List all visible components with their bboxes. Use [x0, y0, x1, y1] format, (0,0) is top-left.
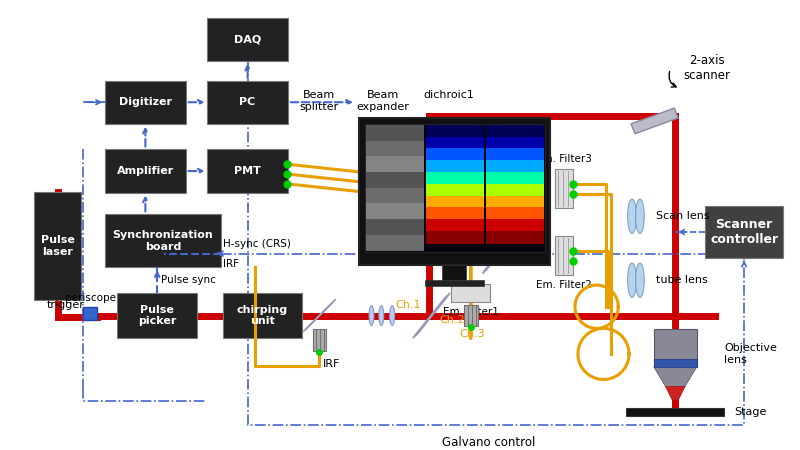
Text: Objective
lens: Objective lens: [725, 343, 778, 364]
Bar: [117, 293, 198, 338]
Text: PMT: PMT: [234, 166, 261, 176]
Ellipse shape: [379, 306, 384, 325]
Bar: [626, 408, 725, 416]
Bar: [426, 137, 483, 149]
Ellipse shape: [635, 199, 644, 234]
Text: trigger: trigger: [47, 300, 85, 310]
Bar: [464, 305, 478, 326]
Bar: [451, 284, 490, 302]
Text: Beam
splitter: Beam splitter: [300, 90, 339, 112]
Bar: [486, 207, 543, 220]
Bar: [426, 196, 483, 208]
Bar: [366, 140, 423, 156]
Text: Digitizer: Digitizer: [119, 97, 172, 107]
Bar: [366, 235, 423, 251]
Text: DAQ: DAQ: [234, 34, 262, 44]
Bar: [207, 81, 288, 124]
Bar: [486, 137, 543, 149]
Text: Stage: Stage: [734, 407, 766, 417]
Text: Amplifier: Amplifier: [117, 166, 174, 176]
Text: PC: PC: [239, 97, 256, 107]
Text: Galvano control: Galvano control: [442, 436, 535, 449]
Polygon shape: [654, 367, 697, 387]
Bar: [105, 214, 221, 267]
Bar: [555, 169, 573, 208]
Bar: [366, 203, 423, 219]
Bar: [486, 148, 543, 161]
Text: Pulse
laser: Pulse laser: [41, 235, 75, 256]
Bar: [486, 160, 543, 173]
Bar: [366, 188, 423, 203]
Bar: [425, 280, 483, 286]
Text: Ch.1: Ch.1: [395, 300, 421, 310]
Text: Synchronization
board: Synchronization board: [113, 230, 214, 252]
Text: periscope: periscope: [65, 293, 116, 303]
Bar: [207, 149, 288, 193]
Bar: [426, 219, 483, 232]
Bar: [366, 172, 423, 188]
Bar: [105, 149, 186, 193]
Text: dichroic2: dichroic2: [408, 207, 459, 216]
Bar: [426, 231, 483, 244]
Bar: [486, 219, 543, 232]
Text: Scanner
controller: Scanner controller: [710, 218, 778, 246]
Polygon shape: [666, 387, 685, 400]
Text: Em. Filter2: Em. Filter2: [536, 280, 592, 290]
Bar: [486, 196, 543, 208]
Bar: [654, 329, 697, 367]
Text: Pulse
picker: Pulse picker: [138, 305, 176, 326]
Text: 2-axis
scanner: 2-axis scanner: [683, 54, 730, 82]
Bar: [486, 231, 543, 244]
Text: Pulse sync: Pulse sync: [161, 275, 216, 285]
Polygon shape: [631, 108, 678, 134]
Bar: [426, 148, 483, 161]
Bar: [365, 124, 545, 252]
Bar: [223, 293, 302, 338]
Bar: [366, 125, 423, 251]
Bar: [442, 266, 466, 280]
Bar: [105, 81, 186, 124]
Bar: [426, 172, 483, 185]
Bar: [486, 125, 543, 138]
Text: Ch.2: Ch.2: [439, 315, 465, 324]
Ellipse shape: [390, 306, 394, 325]
Bar: [426, 207, 483, 220]
Text: Scan lens: Scan lens: [656, 212, 710, 221]
Bar: [654, 359, 697, 367]
Bar: [705, 207, 783, 257]
Text: IRF: IRF: [223, 259, 239, 269]
Bar: [486, 172, 543, 185]
Text: dichroic3: dichroic3: [408, 246, 459, 256]
Text: dichroic1: dichroic1: [424, 90, 474, 100]
Ellipse shape: [627, 199, 637, 234]
Bar: [555, 236, 573, 275]
Ellipse shape: [635, 263, 644, 297]
Bar: [83, 307, 98, 320]
Text: Beam
expander: Beam expander: [357, 90, 410, 112]
Bar: [426, 184, 483, 197]
Bar: [207, 18, 288, 61]
Bar: [313, 329, 326, 351]
Bar: [34, 192, 82, 300]
Bar: [366, 219, 423, 235]
Text: H-sync (CRS): H-sync (CRS): [223, 238, 291, 249]
Bar: [426, 160, 483, 173]
Ellipse shape: [369, 306, 374, 325]
Bar: [366, 125, 423, 140]
Text: IRF: IRF: [323, 359, 341, 369]
Text: Em. Filter1: Em. Filter1: [443, 307, 498, 317]
Text: chirping
unit: chirping unit: [237, 305, 288, 326]
Ellipse shape: [627, 263, 637, 297]
Bar: [486, 184, 543, 197]
Bar: [358, 118, 550, 266]
Text: Ch.3: Ch.3: [459, 329, 485, 339]
Bar: [426, 125, 483, 138]
Text: Em. Filter3: Em. Filter3: [536, 154, 592, 164]
Bar: [366, 156, 423, 172]
Text: tube lens: tube lens: [656, 275, 707, 285]
